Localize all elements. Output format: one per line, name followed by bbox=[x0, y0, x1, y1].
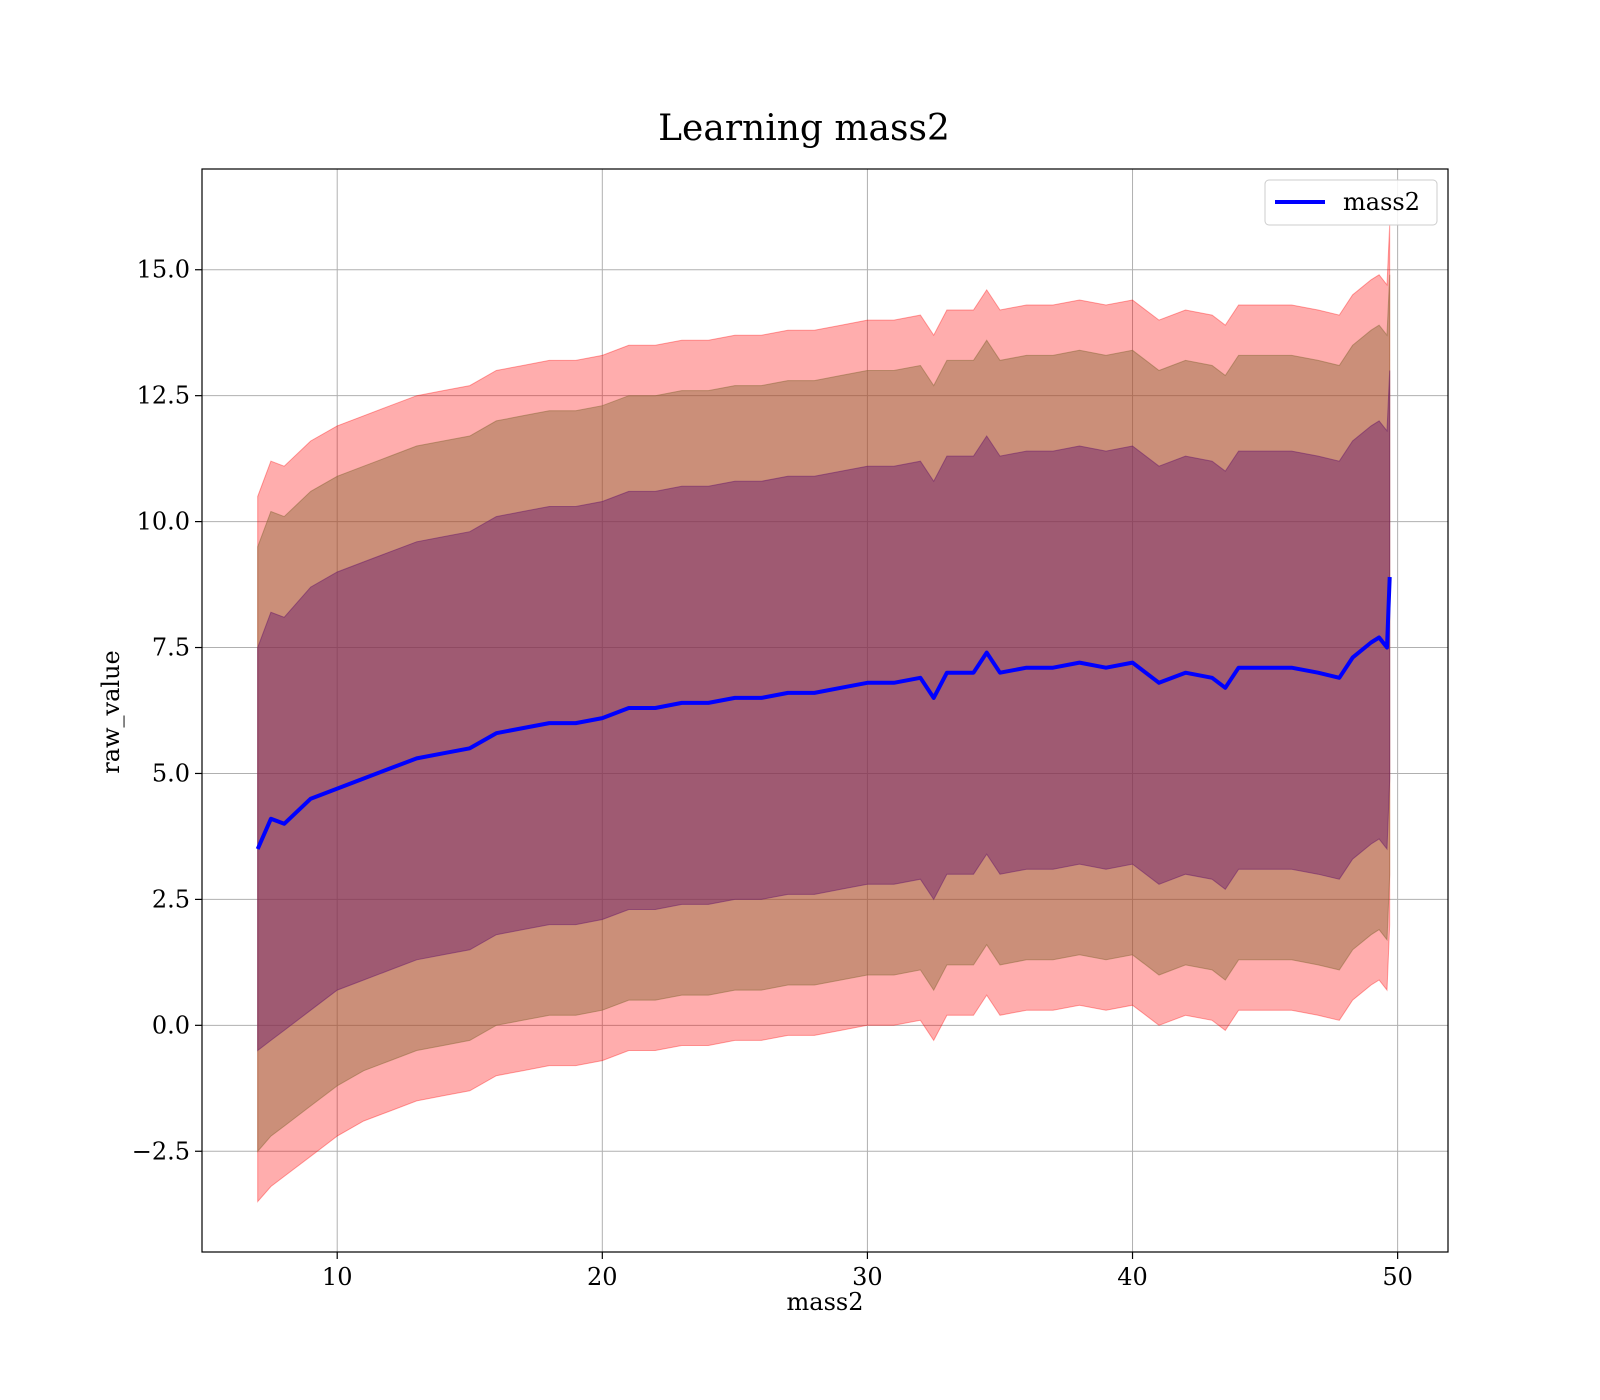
y-tick-label-0: −2.5 bbox=[132, 1137, 190, 1165]
plot-frame bbox=[201, 168, 1449, 1253]
x-tick-label-3: 40 bbox=[1117, 1263, 1148, 1291]
y-tick-label-6: 12.5 bbox=[137, 382, 190, 410]
band-2sigma bbox=[257, 274, 1391, 1153]
legend: mass2 bbox=[1264, 179, 1438, 226]
confidence-bands bbox=[257, 224, 1391, 1203]
legend-label-mass2: mass2 bbox=[1343, 188, 1420, 216]
series-line-mass2 bbox=[255, 576, 1392, 850]
y-tick-label-4: 7.5 bbox=[152, 634, 190, 662]
y-tick-label-3: 5.0 bbox=[152, 759, 190, 787]
x-tick-label-2: 30 bbox=[852, 1263, 883, 1291]
y-tick-label-7: 15.0 bbox=[137, 256, 190, 284]
x-axis-label: mass2 bbox=[787, 1288, 864, 1316]
band-1sigma bbox=[257, 370, 1391, 1052]
y-tick-label-1: 0.0 bbox=[152, 1011, 190, 1039]
x-axis: 10 20 30 40 50 bbox=[322, 1252, 1413, 1291]
grid-lines bbox=[202, 169, 1448, 1252]
y-tick-label-2: 2.5 bbox=[152, 885, 190, 913]
x-tick-label-0: 10 bbox=[322, 1263, 353, 1291]
band-3sigma bbox=[257, 224, 1391, 1203]
y-axis-label: raw_value bbox=[97, 650, 125, 774]
chart-title: Learning mass2 bbox=[658, 108, 950, 149]
x-tick-label-1: 20 bbox=[587, 1263, 618, 1291]
y-axis: −2.5 0.0 2.5 5.0 7.5 10.0 12.5 15.0 bbox=[132, 256, 202, 1165]
legend-box bbox=[1264, 179, 1438, 226]
series-lines bbox=[255, 576, 1392, 850]
y-tick-label-5: 10.0 bbox=[137, 508, 190, 536]
x-tick-label-4: 50 bbox=[1382, 1263, 1413, 1291]
